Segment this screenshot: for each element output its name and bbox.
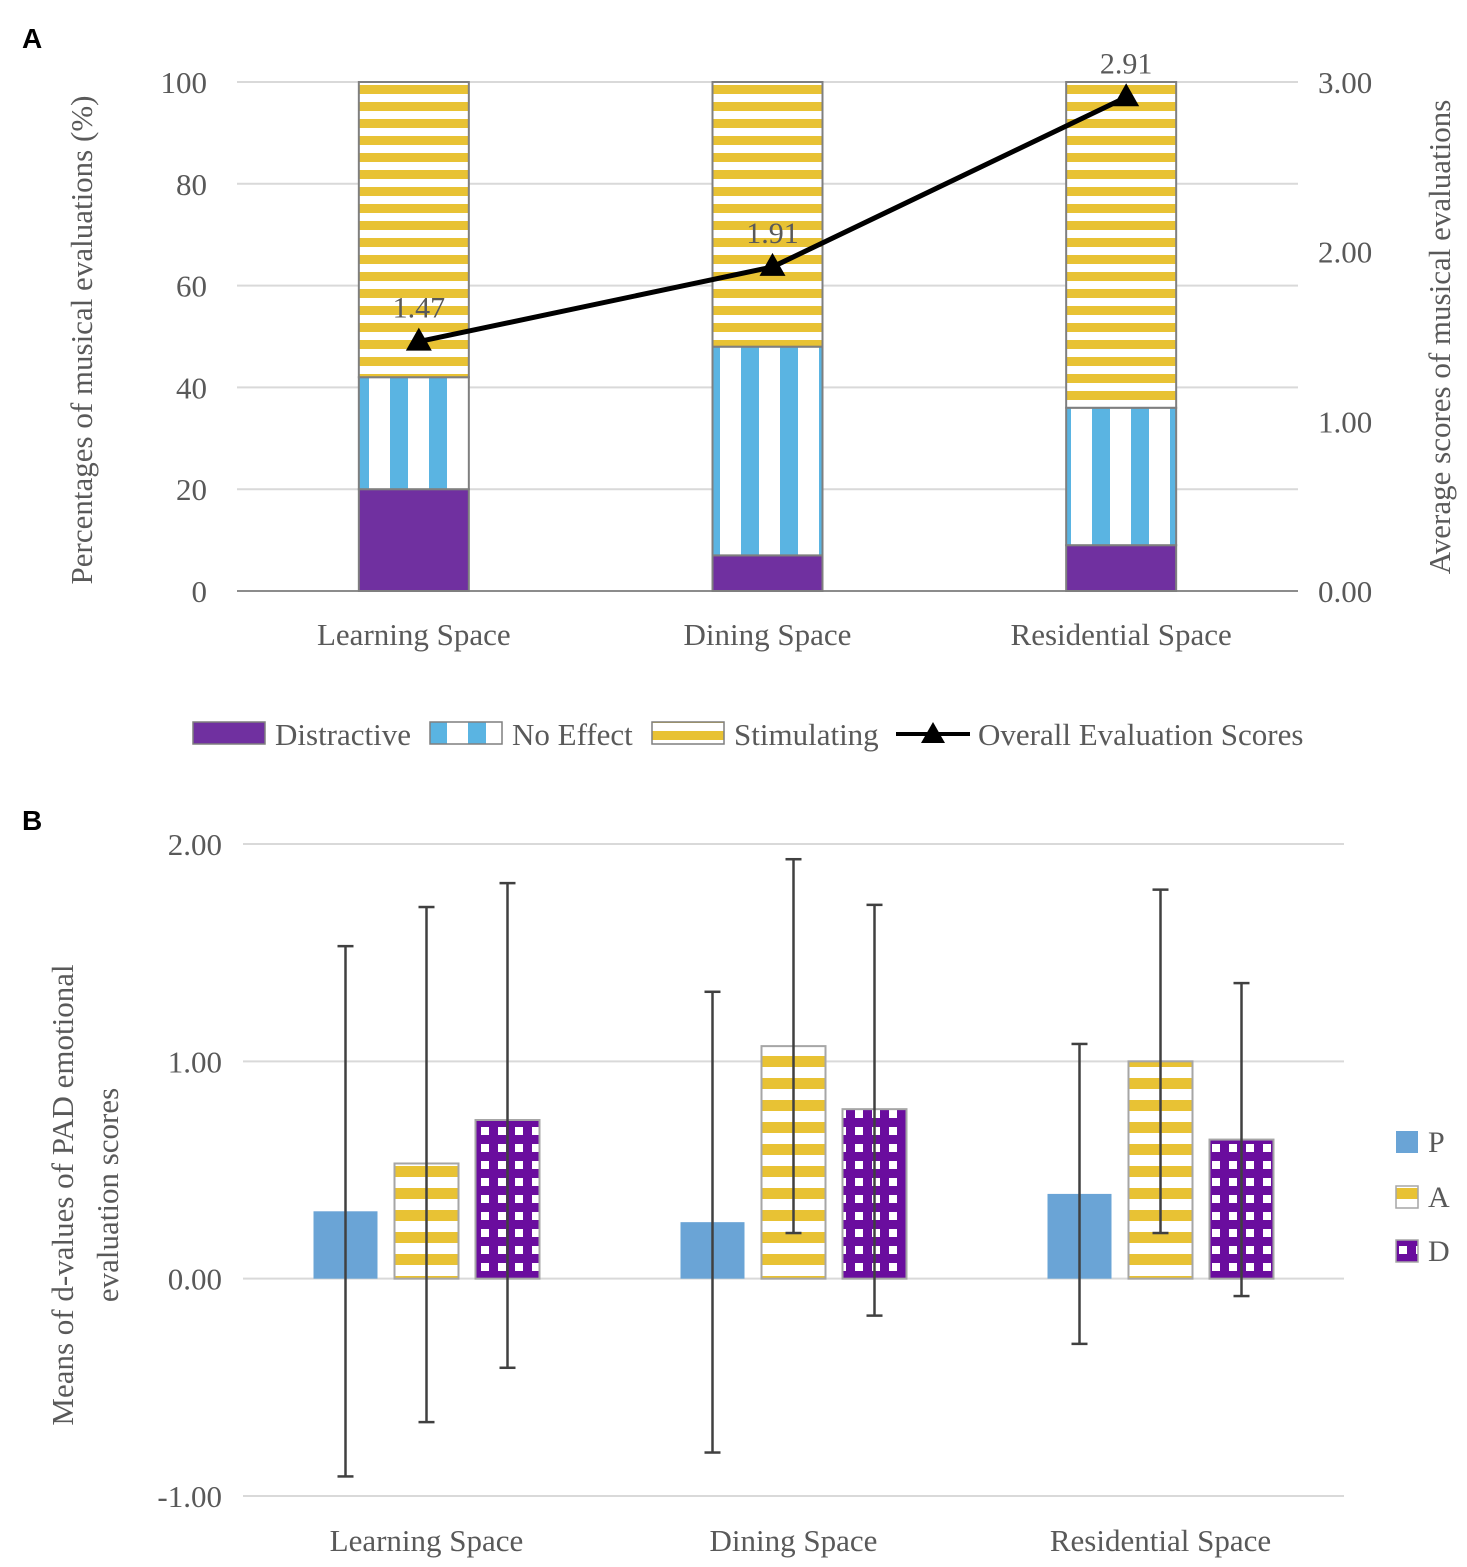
b-y-axis-title-line1: Means of d-values of PAD emotional — [45, 964, 80, 1425]
legend-swatch-a — [1395, 1185, 1419, 1209]
legend-triangle-marker — [921, 722, 945, 743]
a-y-tick-label: 80 — [176, 167, 207, 202]
legend-swatch-stimulating — [651, 721, 725, 745]
a-y-axis-title: Percentages of musical evaluations (%) — [64, 96, 99, 585]
legend-label-stimulating: Stimulating — [734, 717, 879, 752]
a-bar-stimulating — [1065, 81, 1178, 409]
a-y2-tick-label: 2.00 — [1318, 235, 1372, 270]
b-legend: P A D — [1395, 1126, 1450, 1268]
a-bar-no-effect — [1065, 406, 1178, 547]
legend-label-distractive: Distractive — [275, 717, 411, 752]
a-bar-no-effect — [711, 345, 824, 557]
a-y2-tick-label: 0.00 — [1318, 574, 1372, 609]
a-y-tick-label: 100 — [161, 65, 208, 100]
a-y-tick-label: 20 — [176, 472, 207, 507]
a-y2-tick-label: 1.00 — [1318, 404, 1372, 439]
a-line-series: 1.47 1.91 2.91 — [393, 47, 1153, 351]
panel-b-label: B — [22, 805, 42, 836]
a-x-tick-label: Residential Space — [1011, 617, 1232, 652]
a-bar-stimulating — [711, 81, 824, 348]
a-line-marker — [759, 252, 786, 276]
b-y-tick-label: 0.00 — [168, 1262, 222, 1297]
a-x-tick-label: Learning Space — [317, 617, 511, 652]
legend-swatch-d — [1395, 1239, 1419, 1263]
a-bars — [357, 81, 1178, 593]
legend-label-p: P — [1428, 1126, 1445, 1159]
a-bar-distractive — [357, 488, 470, 593]
a-left-axis: 0 20 40 60 80 100 — [161, 65, 208, 609]
a-line-marker — [1113, 83, 1140, 107]
panel-a-label: A — [22, 23, 42, 54]
a-line-marker — [405, 327, 432, 351]
a-y2-axis-title: Average scores of musical evaluations — [1422, 100, 1457, 575]
b-y-tick-label: 2.00 — [168, 827, 222, 862]
a-bar-distractive — [711, 554, 824, 592]
legend-swatch-no-effect — [429, 721, 503, 745]
a-line-data-label: 1.47 — [393, 292, 446, 325]
b-error-bars — [337, 857, 1250, 1478]
b-x-tick-label: Residential Space — [1050, 1523, 1271, 1558]
a-y-tick-label: 60 — [176, 269, 207, 304]
a-bar-no-effect — [357, 376, 470, 491]
b-x-tick-label: Learning Space — [330, 1523, 524, 1558]
panel-b: B -1.00 0.00 1.00 2.00 Learning Space Dining… — [22, 805, 1450, 1558]
legend-label-a: A — [1428, 1181, 1450, 1214]
a-right-axis: 0.00 1.00 2.00 3.00 — [1318, 65, 1372, 609]
legend-label-overall: Overall Evaluation Scores — [978, 717, 1303, 752]
a-y-tick-label: 0 — [192, 574, 208, 609]
legend-swatch-distractive — [192, 721, 266, 745]
b-y-axis: -1.00 0.00 1.00 2.00 — [157, 827, 222, 1514]
a-y-tick-label: 40 — [176, 370, 207, 405]
b-y-tick-label: 1.00 — [168, 1044, 222, 1079]
a-x-tick-label: Dining Space — [684, 617, 852, 652]
b-x-axis: Learning Space Dining Space Residential Sp… — [330, 1523, 1271, 1558]
a-bar-stimulating — [357, 81, 470, 379]
b-x-tick-label: Dining Space — [710, 1523, 878, 1558]
a-legend: Distractive No Effect Stimulating Overal… — [192, 717, 1303, 752]
legend-label-no-effect: No Effect — [512, 717, 633, 752]
a-bar-distractive — [1065, 544, 1178, 593]
legend-label-d: D — [1428, 1235, 1450, 1268]
panel-a: A 1.47 1.91 2.91 0 20 40 60 80 100 0.00 1.00 2.00… — [22, 23, 1457, 752]
b-y-tick-label: -1.00 — [157, 1479, 222, 1514]
a-line-data-label: 2.91 — [1100, 47, 1153, 80]
b-y-axis-title-line2: evaluation scores — [90, 1088, 125, 1302]
legend-swatch-p — [1396, 1131, 1418, 1153]
a-y2-tick-label: 3.00 — [1318, 65, 1372, 100]
a-line-data-label: 1.91 — [746, 217, 799, 250]
a-x-axis: Learning Space Dining Space Residential Sp… — [317, 617, 1232, 652]
